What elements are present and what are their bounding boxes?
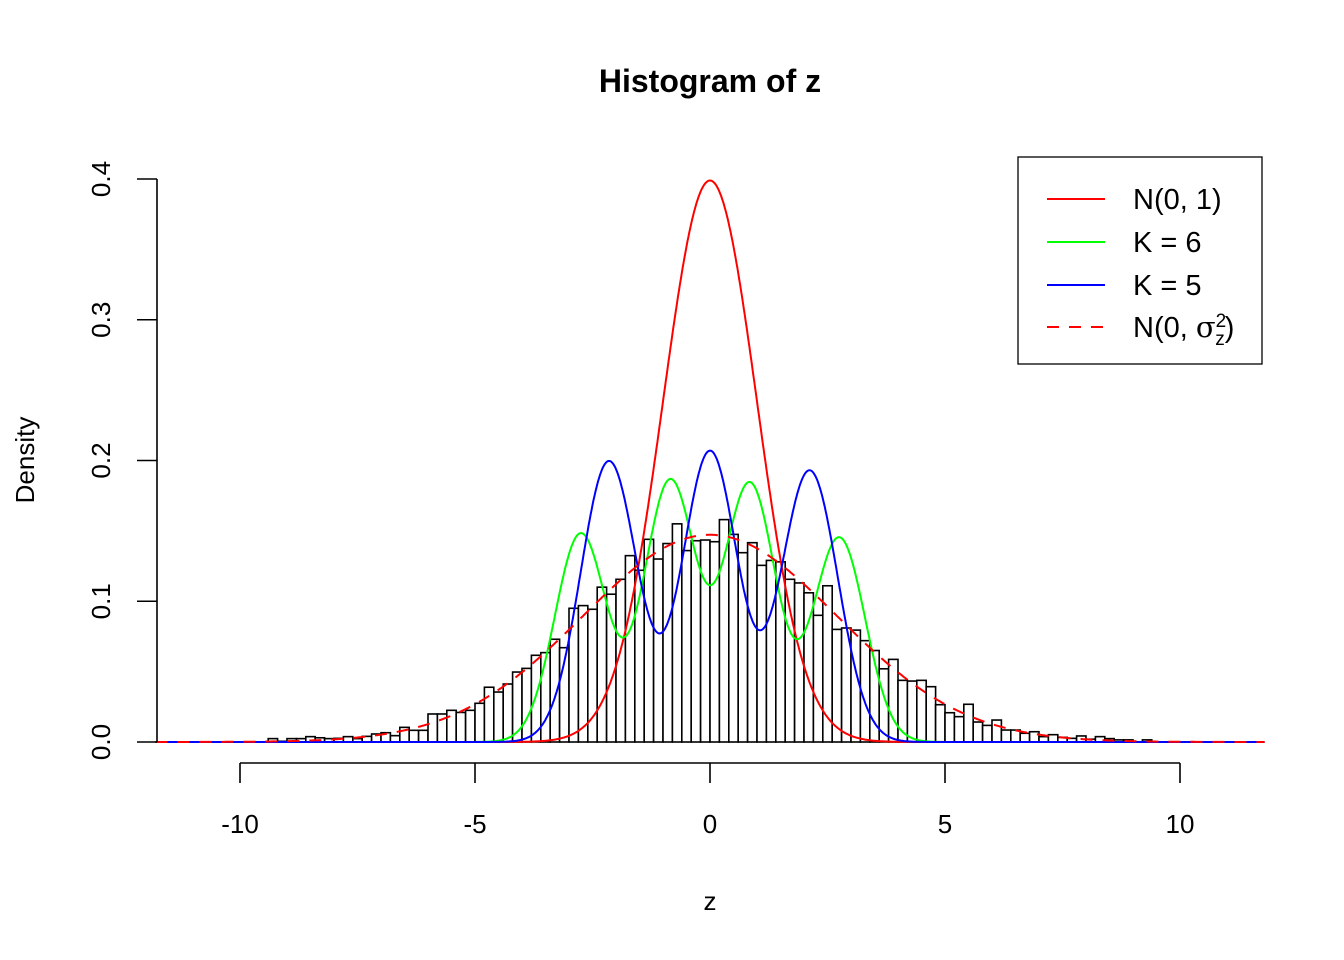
histogram-bar	[1047, 733, 1059, 743]
x-tick-label: 10	[1166, 809, 1195, 839]
histogram-bar	[746, 541, 758, 743]
x-tick-label: -10	[221, 809, 259, 839]
histogram-bar	[549, 638, 561, 743]
histogram-bar	[944, 711, 956, 743]
x-axis-label: z	[704, 886, 717, 916]
histogram-bar	[662, 542, 674, 743]
histogram-bar	[972, 721, 984, 743]
legend-label: N(0, 1)	[1133, 184, 1222, 216]
histogram-bar	[455, 711, 467, 743]
histogram-bar	[671, 523, 683, 743]
density-curves	[155, 179, 1265, 743]
y-axis: 0.0 0.1 0.2 0.3 0.4	[86, 161, 158, 760]
histogram-bar	[981, 724, 993, 743]
histogram-bar	[596, 586, 608, 743]
y-tick-label: 0.3	[86, 302, 116, 338]
histogram-bar	[887, 658, 899, 743]
histogram-bar	[1019, 732, 1031, 743]
legend: N(0, 1) K = 6 K = 5 N(0, σ2 z)	[1017, 156, 1263, 365]
histogram-bar	[502, 683, 514, 743]
legend-label: K = 6	[1133, 227, 1202, 259]
y-tick-label: 0.4	[86, 161, 116, 197]
x-axis: -10 -5 0 5 10	[221, 762, 1195, 839]
histogram-bar	[1000, 729, 1012, 743]
x-tick-label: -5	[463, 809, 486, 839]
histogram-bars	[267, 518, 1153, 743]
density-curve-3	[155, 533, 1265, 743]
y-tick-label: 0.0	[86, 724, 116, 760]
y-tick-label: 0.1	[86, 583, 116, 619]
legend-label: K = 5	[1133, 270, 1202, 302]
histogram-bar	[417, 729, 429, 743]
histogram-bar	[756, 564, 768, 743]
histogram-bar	[539, 651, 551, 743]
chart-title: Histogram of z	[599, 63, 821, 99]
histogram-bar	[727, 533, 739, 743]
legend-label: N(0, σ2 z)	[1133, 310, 1234, 350]
histogram-bar	[699, 539, 711, 743]
histogram-bar	[492, 691, 504, 743]
histogram-bar	[680, 549, 692, 743]
histogram-bar	[934, 703, 946, 743]
histogram-bar	[784, 578, 796, 743]
histogram-bar	[925, 685, 937, 743]
histogram-bar	[464, 709, 476, 743]
histogram-bar	[709, 540, 721, 743]
histogram-bar	[624, 554, 636, 743]
histogram-bar	[652, 558, 664, 743]
histogram-bar	[690, 539, 702, 743]
histogram-bar	[991, 719, 1003, 743]
histogram-bar	[577, 604, 589, 743]
density-curve-2	[155, 449, 1265, 743]
y-axis-label: Density	[10, 417, 40, 504]
histogram-bar	[765, 559, 777, 743]
histogram-bar	[474, 702, 486, 743]
x-tick-label: 0	[703, 809, 717, 839]
histogram-bar	[953, 715, 965, 743]
histogram-bar	[1028, 730, 1040, 743]
histogram-bar	[812, 614, 824, 743]
histogram-bar	[408, 729, 420, 743]
histogram-bar	[962, 703, 974, 743]
x-tick-label: 5	[938, 809, 952, 839]
histogram-bar	[521, 667, 533, 743]
histogram-bar	[483, 686, 495, 743]
histogram-bar	[906, 680, 918, 743]
y-tick-label: 0.2	[86, 442, 116, 478]
histogram-bar	[427, 713, 439, 743]
histogram-bar	[445, 709, 457, 743]
